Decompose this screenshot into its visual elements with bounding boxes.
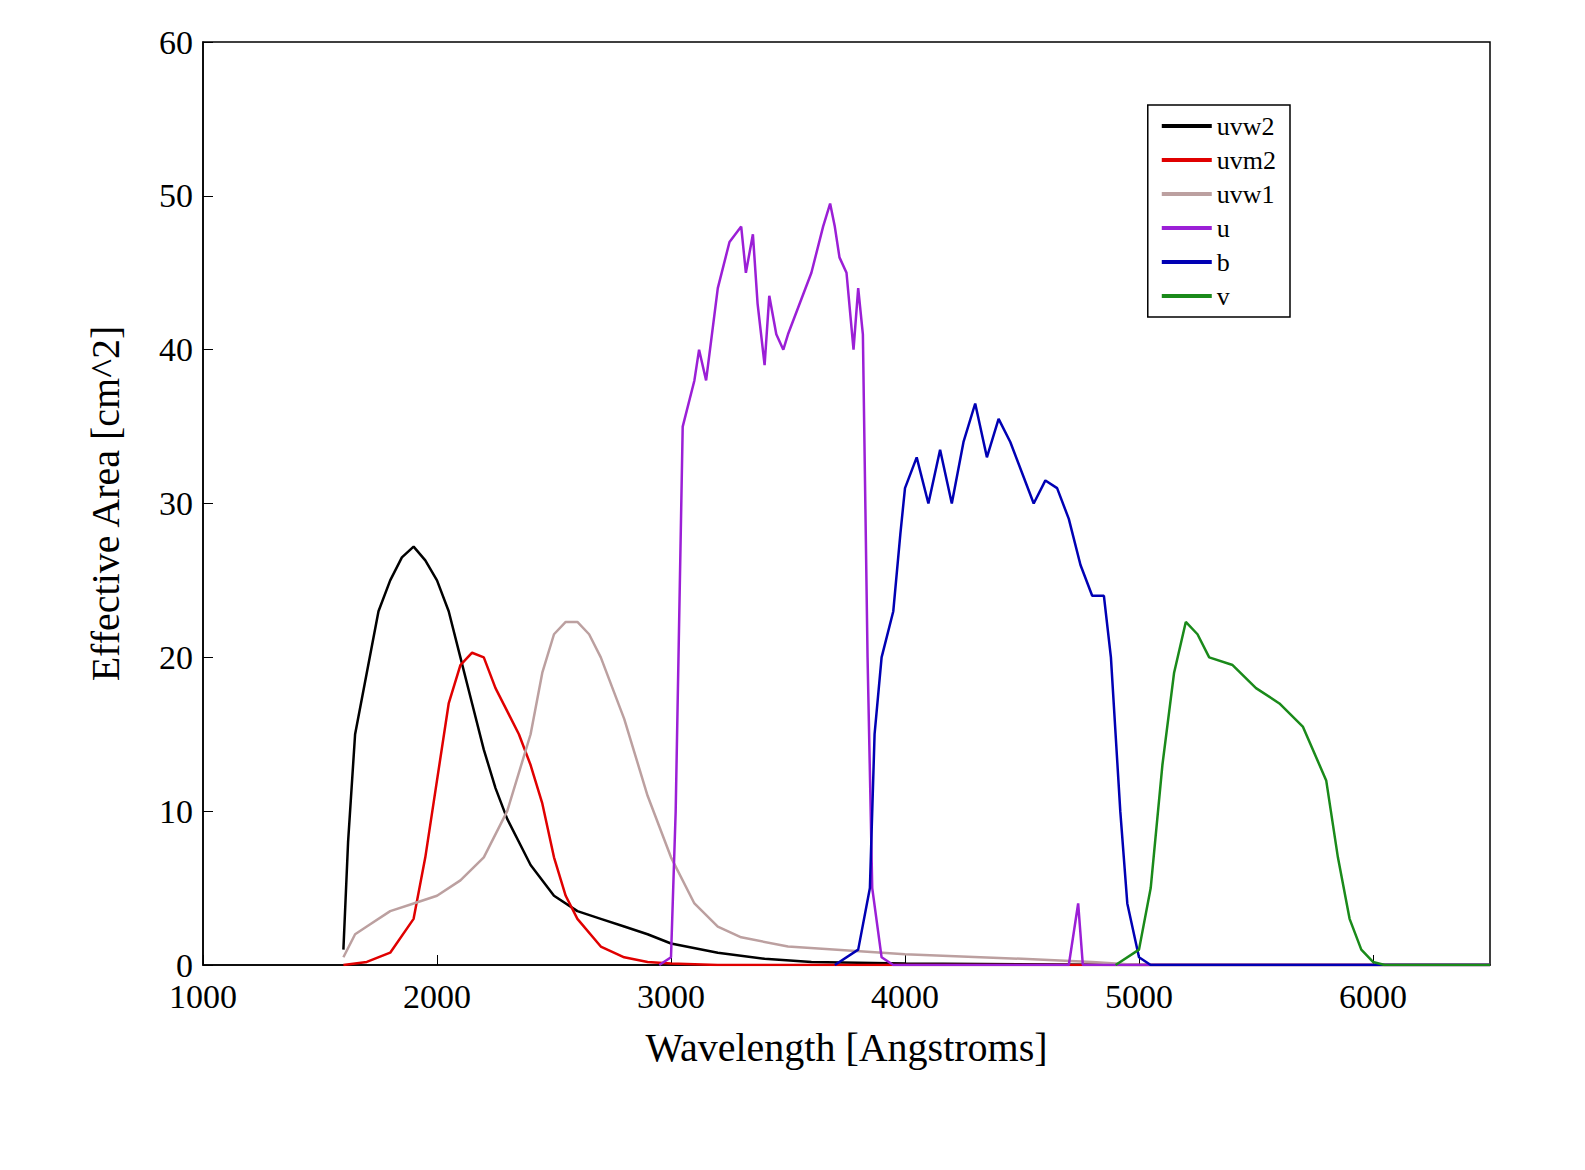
svg-text:3000: 3000 <box>637 978 705 1015</box>
svg-text:uvw1: uvw1 <box>1217 180 1275 209</box>
svg-text:1000: 1000 <box>169 978 237 1015</box>
svg-text:0: 0 <box>176 946 193 984</box>
svg-text:Effective Area [cm^2]: Effective Area [cm^2] <box>83 326 128 682</box>
svg-text:50: 50 <box>159 177 193 214</box>
svg-text:10: 10 <box>159 793 193 830</box>
svg-text:20: 20 <box>159 639 193 676</box>
svg-text:b: b <box>1217 248 1230 277</box>
svg-text:2000: 2000 <box>403 978 471 1015</box>
svg-text:5000: 5000 <box>1105 978 1173 1015</box>
svg-text:4000: 4000 <box>871 978 939 1015</box>
svg-text:60: 60 <box>159 24 193 61</box>
svg-text:6000: 6000 <box>1339 978 1407 1015</box>
svg-text:uvw2: uvw2 <box>1217 112 1275 141</box>
svg-text:40: 40 <box>159 331 193 368</box>
svg-text:uvm2: uvm2 <box>1217 146 1276 175</box>
svg-text:u: u <box>1217 214 1230 243</box>
svg-text:30: 30 <box>159 485 193 522</box>
svg-text:v: v <box>1217 282 1230 311</box>
svg-text:Wavelength [Angstroms]: Wavelength [Angstroms] <box>645 1025 1047 1070</box>
